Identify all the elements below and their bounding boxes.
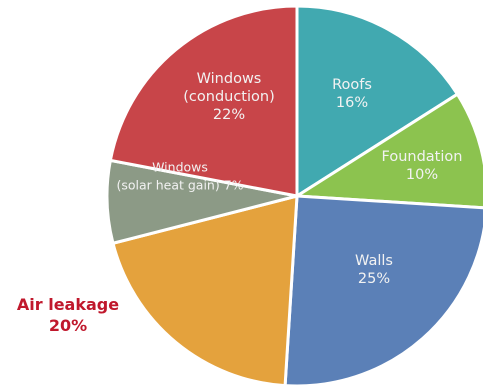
pie-labels: Roofs 16% Foundation 10% Walls 25% Windows (sol… (116, 71, 462, 287)
slice-label-walls-0: Walls (355, 253, 393, 269)
slice-label-windows-conduction-1: (conduction) (183, 89, 275, 105)
slice-label-windows-conduction-0: Windows (197, 71, 262, 87)
slice-foundation (295, 92, 483, 210)
slice-label-foundation-1: 10% (406, 167, 438, 183)
pie-slices (105, 4, 483, 386)
slice-label-roofs-0: Roofs (332, 77, 372, 93)
slice-label-roofs-1: 16% (336, 95, 368, 111)
slice-label-windows-conduction-2: 22% (213, 107, 245, 123)
slice-air-leakage (111, 194, 299, 386)
slice-label-windows-solar-heat-gain-1: (solar heat gain) 7% (116, 178, 243, 193)
air-leakage-label-name: Air leakage (16, 295, 120, 314)
slice-label-walls-1: 25% (358, 271, 390, 287)
air-leakage-label: Air leakage 20% (8, 294, 128, 336)
slice-label-foundation-0: Foundation (382, 149, 463, 165)
slice-walls (283, 194, 483, 386)
slice-label-windows-solar-heat-gain-0: Windows (152, 160, 208, 175)
slice-roofs (295, 4, 459, 198)
slice-windows-conduction (108, 4, 299, 198)
air-leakage-label-value: 20% (48, 316, 88, 335)
